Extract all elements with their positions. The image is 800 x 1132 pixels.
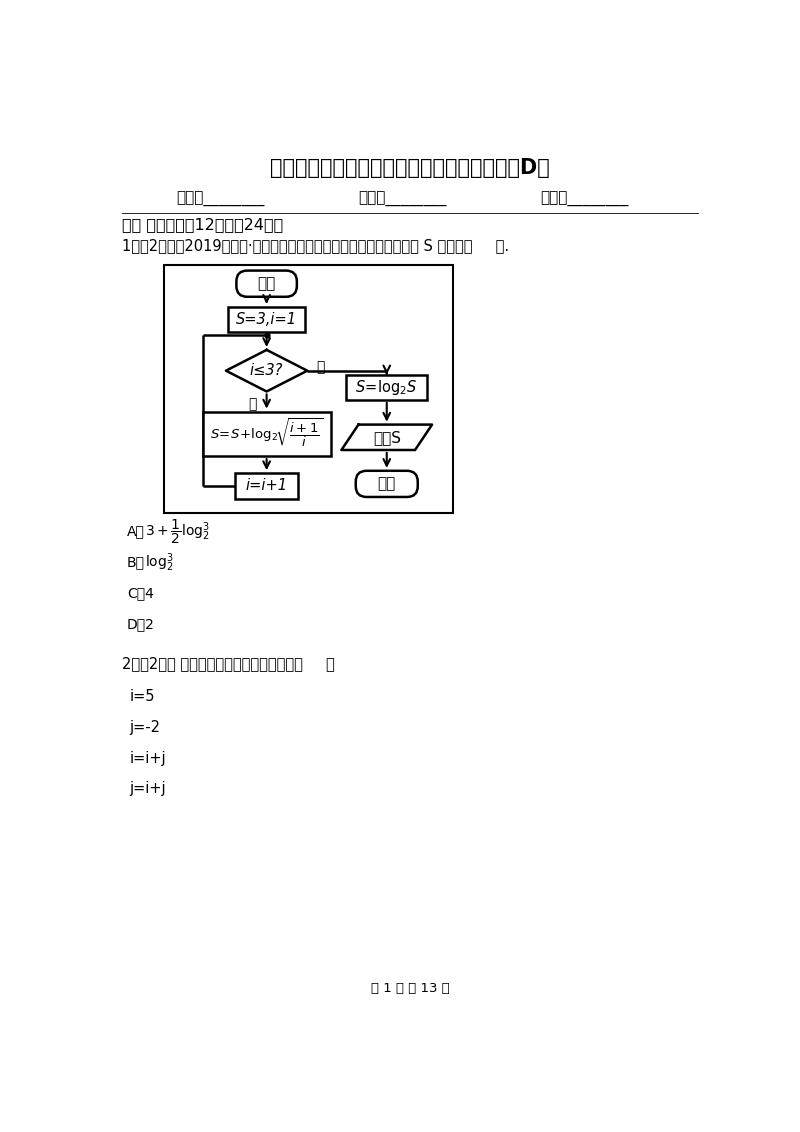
Text: $3+\dfrac{1}{2}\log_2^3$: $3+\dfrac{1}{2}\log_2^3$ [145,517,210,546]
Text: $S\!=\!S\!+\!\log_2\!\!\sqrt{\dfrac{i+1}{i}}$: $S\!=\!S\!+\!\log_2\!\!\sqrt{\dfrac{i+1}… [210,418,323,451]
Text: 姓名：________: 姓名：________ [176,191,264,206]
Text: 一、 单选题（共12题；共24分）: 一、 单选题（共12题；共24分） [122,217,283,232]
Text: 开始: 开始 [258,276,276,291]
Text: i=i+j: i=i+j [130,751,166,765]
FancyBboxPatch shape [202,412,330,456]
Text: 否: 否 [317,360,325,374]
Text: i=i+1: i=i+1 [246,479,288,494]
FancyBboxPatch shape [237,271,297,297]
Text: 结束: 结束 [378,477,396,491]
Text: $\log_2^3$: $\log_2^3$ [145,551,174,574]
Polygon shape [226,350,307,392]
Text: 2．（2分） 下列语句执行后输出的结果为（     ）: 2．（2分） 下列语句执行后输出的结果为（ ） [122,657,334,671]
Text: i=5: i=5 [130,689,155,704]
Text: C．4: C．4 [127,586,154,600]
Text: j=i+j: j=i+j [130,781,166,796]
Text: 第 1 页 共 13 页: 第 1 页 共 13 页 [370,983,450,995]
FancyBboxPatch shape [235,473,298,498]
Text: 1．（2分）（2019高三上·番禺月考）执行如图所示的程序框图，输出 S 的值为（     ）.: 1．（2分）（2019高三上·番禺月考）执行如图所示的程序框图，输出 S 的值为… [122,239,509,254]
FancyBboxPatch shape [228,307,306,332]
Text: $S\!=\!\log_2\!S$: $S\!=\!\log_2\!S$ [355,378,418,396]
Text: 是: 是 [249,397,257,411]
Text: 重庆市数学高二下学期文数第一次月考模拟卷D卷: 重庆市数学高二下学期文数第一次月考模拟卷D卷 [270,158,550,178]
FancyBboxPatch shape [356,471,418,497]
Text: 成绩：________: 成绩：________ [540,191,629,206]
Text: i≤3?: i≤3? [250,363,283,378]
Text: S=3,i=1: S=3,i=1 [236,312,297,327]
Polygon shape [342,424,432,451]
Text: 班级：________: 班级：________ [358,191,446,206]
Text: j=-2: j=-2 [130,720,161,735]
Text: A．: A． [127,524,145,539]
Text: 输出S: 输出S [373,430,401,445]
Text: B．: B． [127,556,145,569]
FancyBboxPatch shape [346,375,427,400]
Text: D．2: D．2 [127,617,155,631]
